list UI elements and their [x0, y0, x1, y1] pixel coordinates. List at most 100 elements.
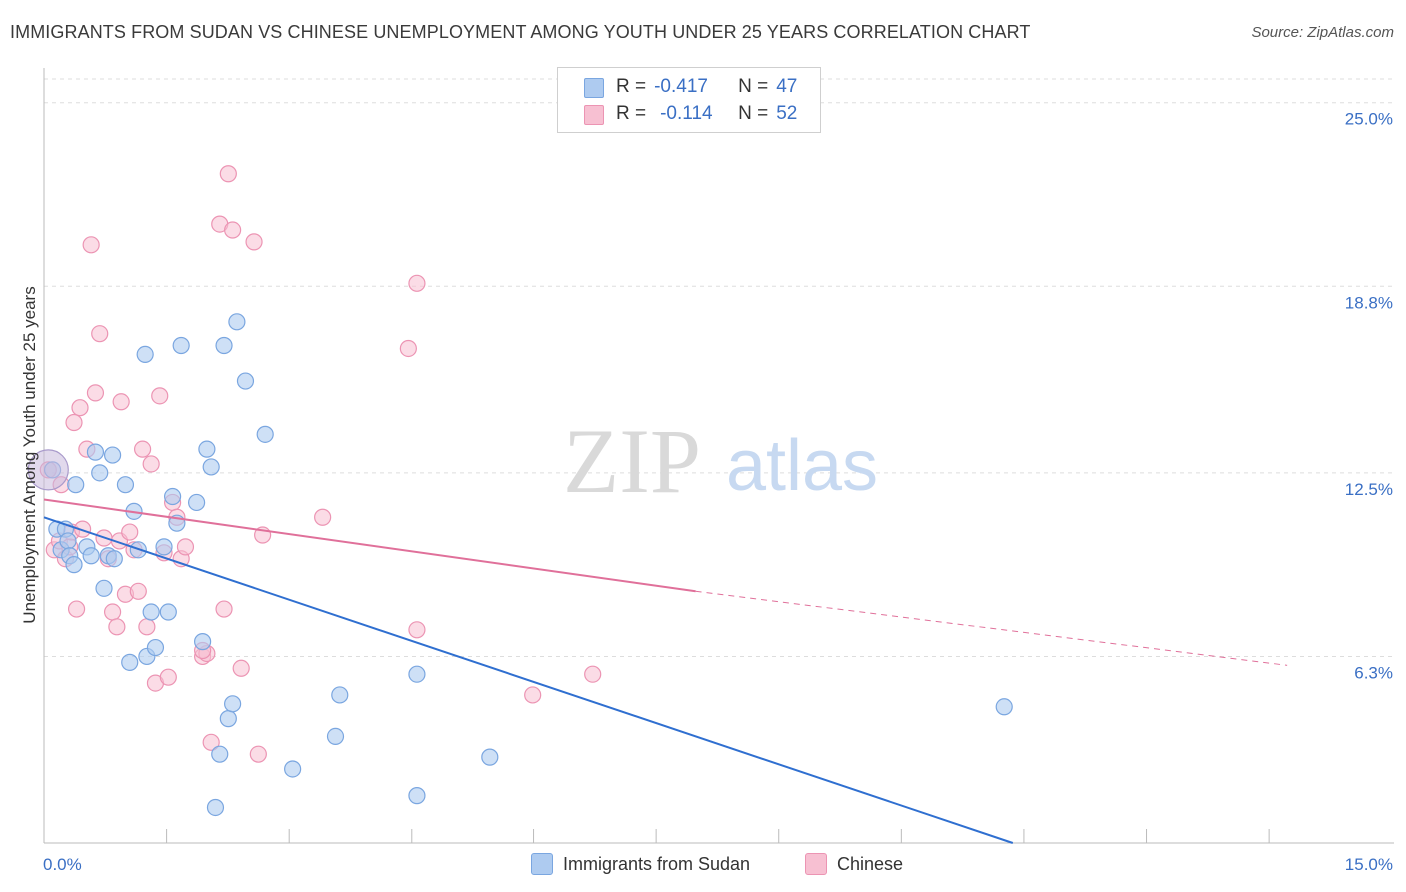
legend-swatch-blue — [584, 78, 604, 98]
data-point-chinese — [73, 520, 92, 538]
data-point-chinese — [67, 600, 86, 618]
data-point-chinese — [138, 618, 156, 636]
data-point-chinese — [232, 659, 250, 677]
data-point-chinese — [215, 600, 233, 618]
data-point-sudan — [172, 336, 190, 355]
y-axis-label: Unemployment Among Youth under 25 years — [20, 286, 39, 624]
data-point-chinese — [121, 523, 139, 541]
trend-line-sudan — [43, 516, 1014, 844]
data-point-sudan — [331, 686, 349, 704]
data-point-large — [27, 449, 69, 491]
data-point-sudan — [284, 760, 302, 778]
x-tick-label: 15.0% — [1345, 855, 1393, 874]
y-tick-label: 25.0% — [1345, 110, 1393, 129]
watermark-atlas: atlas — [726, 426, 878, 506]
data-point-chinese — [112, 393, 130, 411]
data-point-sudan — [95, 579, 113, 597]
data-point-sudan — [206, 798, 225, 817]
source-label: Source: ZipAtlas.com — [1251, 24, 1394, 41]
data-point-sudan — [481, 748, 499, 766]
data-point-chinese — [82, 236, 100, 254]
data-point-chinese — [408, 274, 426, 292]
y-tick-label: 12.5% — [1345, 480, 1393, 499]
data-point-sudan — [146, 638, 165, 657]
chart-title: IMMIGRANTS FROM SUDAN VS CHINESE UNEMPLO… — [10, 22, 1031, 42]
data-point-sudan — [82, 547, 100, 565]
trend-line-chinese — [43, 498, 696, 593]
data-point-chinese — [224, 221, 242, 239]
data-point-sudan — [194, 633, 212, 651]
data-point-chinese — [71, 399, 89, 417]
data-point-chinese — [245, 233, 263, 251]
legend-r-value: -0.114 — [660, 103, 713, 124]
legend-n-label: N = — [738, 76, 769, 97]
data-point-sudan — [326, 727, 345, 745]
data-point-sudan — [159, 603, 177, 621]
data-point-sudan — [65, 556, 83, 574]
data-point-sudan — [224, 695, 242, 713]
axes — [43, 68, 1394, 844]
legend-row-sudan: R = -0.417 N = 47 — [616, 75, 797, 99]
data-point-sudan — [91, 464, 109, 482]
data-point-sudan — [188, 493, 206, 512]
data-point-sudan — [211, 745, 229, 763]
data-point-sudan — [155, 538, 173, 556]
legend-row-chinese: R = -0.114 N = 52 — [616, 102, 797, 126]
data-point-sudan — [67, 476, 85, 494]
data-point-sudan — [142, 603, 160, 621]
y-tick-label: 6.3% — [1354, 663, 1393, 682]
data-point-chinese — [399, 339, 417, 358]
data-point-sudan — [995, 698, 1013, 716]
legend-r-value: -0.417 — [654, 76, 708, 97]
data-point-sudan — [121, 653, 139, 671]
data-point-sudan — [164, 487, 182, 506]
data-point-sudan — [136, 345, 154, 363]
watermark-zip: ZIP — [563, 410, 701, 512]
data-point-chinese — [133, 440, 152, 458]
data-point-chinese — [142, 455, 160, 473]
data-point-sudan — [408, 787, 426, 805]
legend-swatch-pink — [584, 105, 604, 125]
data-point-sudan — [86, 443, 105, 461]
grid-lines — [44, 78, 1394, 657]
bottom-legend-chinese[interactable]: Chinese — [805, 851, 903, 877]
bottom-legend-sudan[interactable]: Immigrants from Sudan — [531, 851, 750, 877]
data-point-chinese — [314, 508, 332, 526]
tick-labels: 6.3% 12.5% 18.8% 25.0% 0.0% 15.0% — [43, 110, 1393, 874]
data-point-chinese — [176, 538, 195, 556]
legend-n-value: 47 — [776, 76, 798, 97]
data-point-chinese — [129, 582, 147, 600]
data-point-sudan — [202, 458, 220, 476]
data-point-chinese — [584, 665, 602, 683]
bottom-legend-swatch-blue — [531, 853, 553, 875]
data-point-chinese — [159, 668, 177, 686]
data-point-sudan — [408, 665, 426, 683]
legend-n-label: N = — [738, 103, 769, 124]
legend-r-label: R = — [616, 103, 647, 124]
data-point-sudan — [236, 372, 255, 390]
data-point-chinese — [151, 387, 169, 405]
data-point-chinese — [219, 165, 237, 183]
series-chinese — [39, 165, 602, 763]
data-point-sudan — [256, 425, 274, 443]
y-tick-label: 18.8% — [1345, 293, 1393, 312]
trend-line-chinese-extrapolated — [695, 590, 1288, 666]
data-point-sudan — [105, 550, 123, 568]
x-tick-label: 0.0% — [43, 855, 82, 874]
bottom-legend-swatch-pink — [805, 853, 827, 875]
data-point-sudan — [198, 440, 216, 458]
data-point-sudan — [228, 313, 246, 331]
data-point-chinese — [103, 603, 122, 621]
data-point-chinese — [91, 325, 109, 343]
data-point-chinese — [108, 618, 126, 636]
data-point-sudan — [116, 476, 135, 494]
data-point-chinese — [408, 621, 426, 639]
data-point-chinese — [65, 413, 83, 432]
data-point-chinese — [249, 745, 267, 763]
data-point-chinese — [202, 733, 220, 751]
data-point-sudan — [219, 710, 237, 728]
bottom-legend-label: Chinese — [837, 853, 904, 874]
legend-r-label: R = — [616, 76, 647, 97]
data-point-sudan — [59, 532, 77, 550]
